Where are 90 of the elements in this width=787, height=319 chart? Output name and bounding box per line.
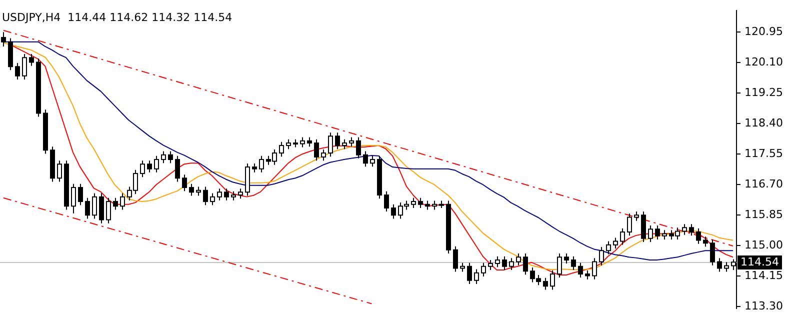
candlestick (627, 213, 632, 236)
candlestick (648, 225, 653, 243)
candlestick (370, 155, 375, 168)
candlestick (578, 262, 583, 278)
candlestick (224, 188, 229, 201)
y-tick-label: 116.70 (744, 177, 784, 190)
candlestick (488, 259, 493, 271)
candlestick (662, 230, 667, 240)
candlestick (140, 160, 145, 178)
candlestick (342, 138, 347, 150)
candlestick (22, 54, 27, 80)
candlestick (710, 239, 715, 266)
candlestick (724, 262, 729, 272)
candlestick (557, 253, 562, 278)
candlestick (481, 262, 486, 277)
candlestick (495, 256, 500, 268)
candlestick (168, 150, 173, 164)
candlestick (85, 197, 90, 220)
candlestick (391, 204, 396, 220)
candlestick (210, 192, 215, 206)
candlestick (29, 54, 34, 66)
candlestick (286, 138, 291, 150)
ref-line-label: 114.54 (740, 255, 780, 268)
y-tick-label: 120.95 (744, 24, 784, 38)
candlestick (328, 132, 333, 158)
candlestick (1, 32, 6, 47)
candlestick (92, 192, 97, 220)
candlestick (717, 258, 722, 272)
candlestick (120, 192, 125, 210)
candlestick (453, 246, 458, 272)
candlestick (363, 150, 368, 168)
candlestick (356, 136, 361, 159)
candlestick (314, 138, 319, 162)
candlestick (57, 160, 62, 182)
candlestick (335, 132, 340, 150)
y-tick-label: 115.85 (744, 208, 784, 221)
candlestick (147, 160, 152, 173)
y-tick-label: 119.25 (744, 86, 784, 99)
candlestick (564, 253, 569, 264)
y-tick-label: 113.30 (744, 299, 784, 312)
y-tick-label: 114.15 (744, 268, 784, 282)
candlestick (300, 136, 305, 148)
y-tick-label: 115.00 (744, 238, 784, 252)
candlestick (411, 197, 416, 208)
candlestick (259, 155, 264, 173)
candlestick (78, 183, 83, 206)
candlestick (613, 237, 618, 249)
y-tick-label: 118.40 (744, 116, 784, 130)
candlestick (523, 253, 528, 276)
candlestick (384, 190, 389, 212)
candlestick (543, 277, 548, 290)
y-tick-label: 120.10 (744, 55, 784, 68)
candlestick (592, 258, 597, 280)
candlestick (349, 136, 354, 148)
candlestick (599, 246, 604, 266)
candlestick (161, 150, 166, 164)
candlestick (641, 211, 646, 243)
candlestick (606, 240, 611, 255)
candlestick (634, 211, 639, 222)
y-tick-label: 117.55 (744, 146, 784, 160)
candlestick (182, 174, 187, 192)
candlestick (696, 228, 701, 244)
candlestick (509, 258, 514, 271)
candlestick (238, 188, 243, 200)
candlestick (217, 188, 222, 201)
candlestick (203, 186, 208, 206)
candlestick (550, 270, 555, 290)
candlestick (703, 236, 708, 248)
candlestick (689, 224, 694, 236)
candlestick (15, 62, 20, 80)
candlestick (467, 262, 472, 284)
candlestick (189, 183, 194, 196)
candlestick (106, 197, 111, 224)
candlestick (154, 155, 159, 173)
candlestick (571, 256, 576, 271)
candlestick (620, 228, 625, 246)
chart-title: USDJPY,H4 114.44 114.62 114.32 114.54 (2, 10, 232, 24)
candlestick (99, 192, 104, 224)
candlestick (307, 136, 312, 148)
candlestick (474, 268, 479, 284)
candlestick (175, 155, 180, 182)
candlestick (516, 253, 521, 266)
candlestick (418, 197, 423, 208)
candlestick (321, 148, 326, 162)
candlestick (682, 224, 687, 236)
candlestick (279, 141, 284, 158)
candlestick (113, 197, 118, 210)
candlestick (502, 256, 507, 271)
candlestick (655, 225, 660, 240)
candlestick (71, 183, 76, 214)
